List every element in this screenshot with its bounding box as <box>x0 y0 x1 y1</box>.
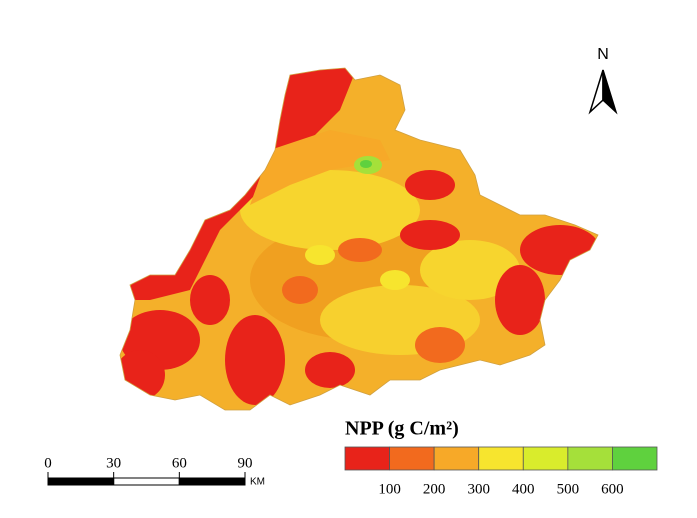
legend: 100 200 300 400 500 600 <box>344 446 658 497</box>
legend-label: 300 <box>467 481 490 497</box>
scale-bar: 0 30 60 90 KM <box>44 455 265 487</box>
scale-label: 90 <box>238 455 253 471</box>
scale-segment <box>47 477 115 486</box>
north-arrow-left <box>588 69 604 115</box>
legend-swatch <box>433 446 480 471</box>
scale-unit: KM <box>250 477 265 488</box>
legend-swatch <box>478 446 524 471</box>
legend-swatch <box>612 446 658 471</box>
scale-label: 30 <box>106 455 121 471</box>
scale-label: 60 <box>172 455 187 471</box>
legend-label: 400 <box>512 481 535 497</box>
scale-segment <box>113 477 180 486</box>
legend-swatch <box>344 446 390 471</box>
legend-swatch <box>522 446 569 471</box>
npp-raster <box>120 68 598 410</box>
legend-label: 500 <box>557 481 580 497</box>
north-arrow-right <box>602 69 618 115</box>
legend-swatch <box>389 446 435 471</box>
legend-label: 600 <box>601 481 624 497</box>
legend-label: 100 <box>378 481 401 497</box>
legend-swatch <box>567 446 613 471</box>
scale-label: 0 <box>44 455 52 471</box>
north-label: N <box>597 46 609 63</box>
legend-label: 200 <box>423 481 446 497</box>
legend-title: NPP (g C/m²) <box>345 418 459 440</box>
scale-segment <box>178 477 246 486</box>
